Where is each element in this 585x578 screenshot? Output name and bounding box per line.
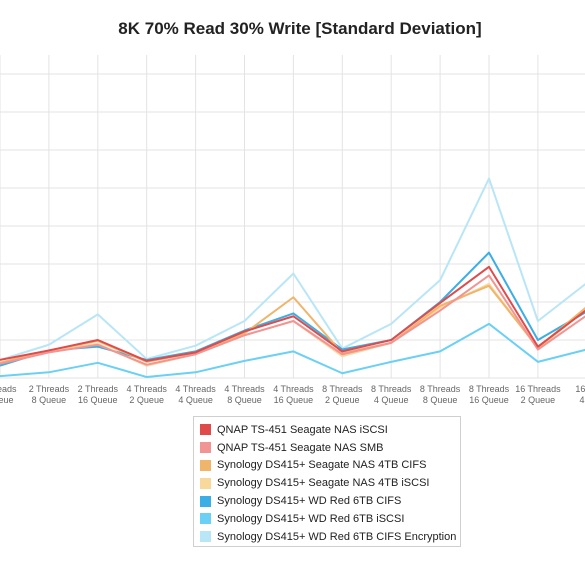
grid-lines xyxy=(0,55,585,379)
legend-swatch xyxy=(200,513,211,525)
x-tick-label: 4 Threads 4 Queue xyxy=(175,384,216,405)
chart-title: 8K 70% Read 30% Write [Standard Deviatio… xyxy=(118,19,482,38)
legend-label: Synology DS415+ WD Red 6TB CIFS Encrypti… xyxy=(217,530,457,543)
x-tick-label: 2 Threads 16 Queue xyxy=(78,384,119,405)
legend-item: Synology DS415+ WD Red 6TB CIFS Encrypti… xyxy=(200,528,460,546)
legend-item: Synology DS415+ WD Red 6TB iSCSI xyxy=(200,510,460,528)
series-line-6 xyxy=(0,177,585,361)
x-tick-label: ThreadsQueue xyxy=(0,384,17,405)
legend-label: Synology DS415+ Seagate NAS 4TB CIFS xyxy=(217,459,427,472)
legend-label: Synology DS415+ Seagate NAS 4TB iSCSI xyxy=(217,477,430,490)
legend-item: Synology DS415+ WD Red 6TB CIFS xyxy=(200,492,460,510)
legend-label: Synology DS415+ WD Red 6TB iSCSI xyxy=(217,512,405,525)
legend-swatch xyxy=(200,495,211,507)
series-line-1 xyxy=(0,274,585,366)
x-tick-label: 8 Threads 16 Queue xyxy=(469,384,510,405)
x-tick-label: 4 Threads 8 Queue xyxy=(224,384,265,405)
x-tick-label: 8 Threads 2 Queue xyxy=(322,384,363,405)
legend-swatch xyxy=(200,459,211,471)
series-line-4 xyxy=(0,251,585,367)
legend-label: Synology DS415+ WD Red 6TB CIFS xyxy=(217,495,402,508)
legend-swatch xyxy=(200,424,211,436)
x-tick-label: 8 Threads 4 Queue xyxy=(371,384,412,405)
x-tick-label: 2 Threads 8 Queue xyxy=(29,384,70,405)
legend-item: QNAP TS-451 Seagate NAS iSCSI xyxy=(200,421,460,439)
x-tick-label: 4 Threads 16 Queue xyxy=(273,384,314,405)
series-lines xyxy=(0,177,585,379)
legend-item: Synology DS415+ Seagate NAS 4TB CIFS xyxy=(200,457,460,475)
legend-swatch xyxy=(200,477,211,489)
series-line-0 xyxy=(0,265,585,362)
legend-item: QNAP TS-451 Seagate NAS SMB xyxy=(200,439,460,457)
x-tick-label: 4 Threads 2 Queue xyxy=(127,384,168,405)
legend: QNAP TS-451 Seagate NAS iSCSI QNAP TS-451… xyxy=(193,416,461,547)
legend-item: Synology DS415+ Seagate NAS 4TB iSCSI xyxy=(200,474,460,492)
series-line-5 xyxy=(0,322,585,379)
legend-label: QNAP TS-451 Seagate NAS SMB xyxy=(217,441,384,454)
x-tick-label: 16 Th4 Q xyxy=(575,384,585,405)
legend-swatch xyxy=(200,442,211,454)
legend-label: QNAP TS-451 Seagate NAS iSCSI xyxy=(217,423,388,436)
legend-swatch xyxy=(200,531,211,543)
x-tick-label: 8 Threads 8 Queue xyxy=(420,384,461,405)
x-tick-label: 16 Threads 2 Queue xyxy=(515,384,561,405)
